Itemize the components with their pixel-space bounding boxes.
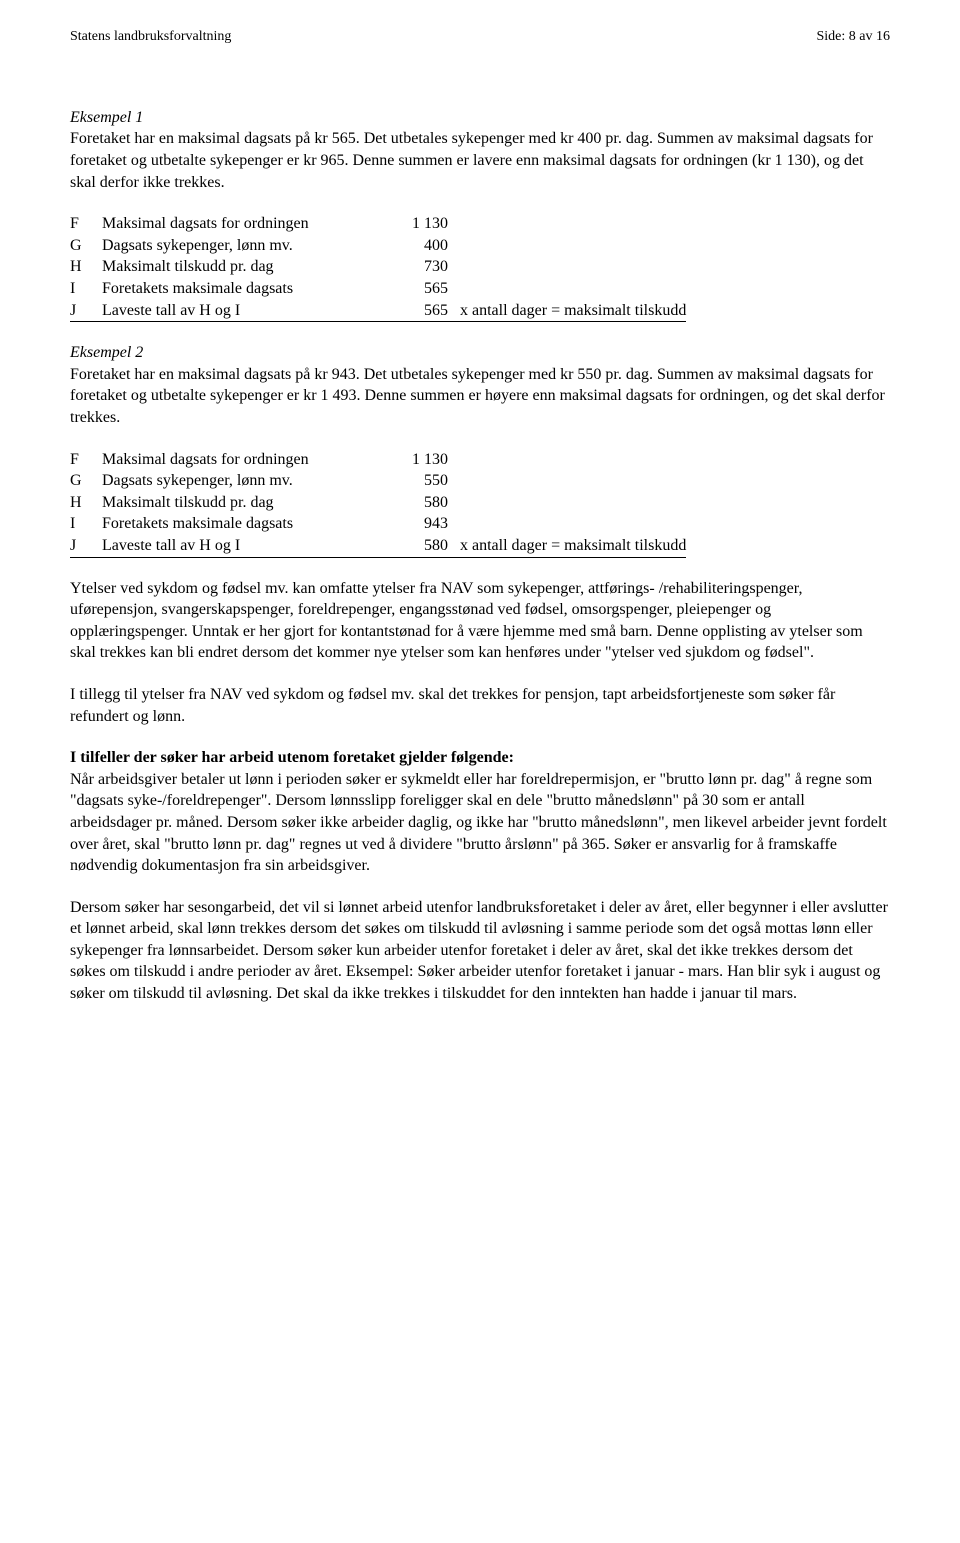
- row-letter: J: [70, 300, 102, 322]
- table-row: I Foretakets maksimale dagsats 943: [70, 513, 890, 535]
- example-1-table: F Maksimal dagsats for ordningen 1 130 G…: [70, 213, 890, 322]
- row-letter: I: [70, 513, 102, 535]
- row-value: 580: [402, 535, 452, 557]
- paragraph-ytelser: Ytelser ved sykdom og fødsel mv. kan omf…: [70, 578, 890, 664]
- row-suffix: x antall dager = maksimalt tilskudd: [452, 300, 686, 322]
- example-1-intro: Eksempel 1 Foretaket har en maksimal dag…: [70, 107, 890, 193]
- example-2-table: F Maksimal dagsats for ordningen 1 130 G…: [70, 449, 890, 558]
- row-value: 550: [402, 470, 452, 492]
- paragraph-tillegg: I tillegg til ytelser fra NAV ved sykdom…: [70, 684, 890, 727]
- table-row: F Maksimal dagsats for ordningen 1 130: [70, 449, 890, 471]
- table-row: G Dagsats sykepenger, lønn mv. 400: [70, 235, 890, 257]
- header-right: Side: 8 av 16: [817, 28, 891, 47]
- row-label: Maksimal dagsats for ordningen: [102, 449, 402, 471]
- row-value: 1 130: [402, 213, 452, 235]
- row-value: 943: [402, 513, 452, 535]
- row-label: Dagsats sykepenger, lønn mv.: [102, 235, 402, 257]
- table-row: I Foretakets maksimale dagsats 565: [70, 278, 890, 300]
- paragraph-arbeid-utenom: I tilfeller der søker har arbeid utenom …: [70, 747, 890, 877]
- row-letter: G: [70, 470, 102, 492]
- row-value: 730: [402, 256, 452, 278]
- example-2-intro: Eksempel 2 Foretaket har en maksimal dag…: [70, 342, 890, 428]
- row-label: Dagsats sykepenger, lønn mv.: [102, 470, 402, 492]
- row-value: 1 130: [402, 449, 452, 471]
- row-letter: F: [70, 213, 102, 235]
- row-letter: H: [70, 492, 102, 514]
- paragraph-body: Når arbeidsgiver betaler ut lønn i perio…: [70, 771, 887, 874]
- paragraph-bold-lead: I tilfeller der søker har arbeid utenom …: [70, 749, 514, 766]
- table-row: G Dagsats sykepenger, lønn mv. 550: [70, 470, 890, 492]
- row-label: Maksimalt tilskudd pr. dag: [102, 256, 402, 278]
- row-value: 565: [402, 300, 452, 322]
- row-value: 400: [402, 235, 452, 257]
- header-left: Statens landbruksforvaltning: [70, 28, 231, 47]
- example-2-text: Foretaket har en maksimal dagsats på kr …: [70, 366, 885, 426]
- row-label: Maksimalt tilskudd pr. dag: [102, 492, 402, 514]
- table-row: J Laveste tall av H og I 565 x antall da…: [70, 300, 686, 323]
- row-letter: I: [70, 278, 102, 300]
- row-label: Laveste tall av H og I: [102, 535, 402, 557]
- example-2-title: Eksempel 2: [70, 344, 143, 361]
- row-letter: H: [70, 256, 102, 278]
- row-letter: G: [70, 235, 102, 257]
- row-value: 580: [402, 492, 452, 514]
- row-label: Foretakets maksimale dagsats: [102, 278, 402, 300]
- table-row: H Maksimalt tilskudd pr. dag 730: [70, 256, 890, 278]
- table-row: H Maksimalt tilskudd pr. dag 580: [70, 492, 890, 514]
- row-letter: J: [70, 535, 102, 557]
- table-row: J Laveste tall av H og I 580 x antall da…: [70, 535, 686, 558]
- row-value: 565: [402, 278, 452, 300]
- paragraph-sesongarbeid: Dersom søker har sesongarbeid, det vil s…: [70, 897, 890, 1005]
- row-label: Laveste tall av H og I: [102, 300, 402, 322]
- row-letter: F: [70, 449, 102, 471]
- page-header: Statens landbruksforvaltning Side: 8 av …: [70, 28, 890, 47]
- table-row: F Maksimal dagsats for ordningen 1 130: [70, 213, 890, 235]
- row-suffix: x antall dager = maksimalt tilskudd: [452, 535, 686, 557]
- row-label: Foretakets maksimale dagsats: [102, 513, 402, 535]
- example-1-text: Foretaket har en maksimal dagsats på kr …: [70, 130, 873, 190]
- row-label: Maksimal dagsats for ordningen: [102, 213, 402, 235]
- example-1-title: Eksempel 1: [70, 109, 143, 126]
